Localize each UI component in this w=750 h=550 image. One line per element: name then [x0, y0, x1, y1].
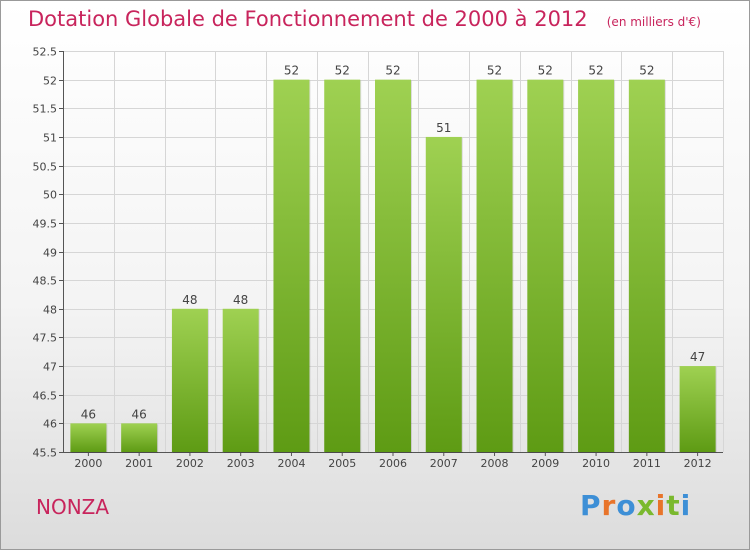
bar [375, 79, 411, 453]
x-tick-label: 2007 [430, 457, 458, 470]
y-tick-label: 48.5 [33, 275, 58, 288]
bar [273, 79, 310, 453]
logo-letter: t [666, 489, 681, 522]
bar [121, 423, 158, 452]
logo-letter: x [636, 489, 656, 522]
x-tick-label: 2006 [379, 457, 407, 470]
y-tick-label: 51 [43, 132, 57, 145]
data-label: 47 [690, 350, 705, 364]
bar [222, 308, 259, 452]
data-label: 52 [588, 64, 603, 78]
title-row: Dotation Globale de Fonctionnement de 20… [28, 7, 701, 31]
data-label: 52 [639, 64, 654, 78]
data-label: 52 [385, 64, 400, 78]
logo-letter: i [680, 489, 692, 522]
data-label: 52 [487, 64, 502, 78]
x-tick-label: 2011 [633, 457, 661, 470]
x-tick-label: 2010 [582, 457, 610, 470]
x-tick-label: 2009 [531, 457, 559, 470]
x-tick-label: 2012 [684, 457, 712, 470]
data-label: 51 [436, 121, 451, 135]
x-tick-label: 2000 [74, 457, 102, 470]
bar [171, 308, 208, 452]
bar [527, 79, 564, 453]
y-tick-label: 50 [43, 189, 57, 202]
y-tick-label: 47.5 [33, 332, 58, 345]
x-tick-label: 2002 [176, 457, 204, 470]
logo-letter: i [655, 489, 667, 522]
bar [70, 423, 107, 452]
logo-letter: o [616, 489, 637, 522]
bar [628, 79, 665, 453]
y-tick-label: 52.5 [33, 46, 58, 59]
x-tick-label: 2004 [277, 457, 305, 470]
data-label: 52 [335, 64, 350, 78]
chart-unit: (en milliers d'€) [606, 15, 701, 29]
bar [425, 136, 462, 452]
axes [59, 51, 723, 456]
data-label: 46 [132, 407, 147, 421]
logo-letter: r [601, 489, 617, 522]
y-tick-label: 46.5 [33, 390, 58, 403]
data-label: 48 [233, 293, 248, 307]
chart-title: Dotation Globale de Fonctionnement de 20… [28, 7, 588, 31]
bar [324, 79, 361, 453]
x-tick-label: 2008 [481, 457, 509, 470]
x-tick-label: 2005 [328, 457, 356, 470]
y-tick-label: 45.5 [33, 447, 58, 460]
place-name: NONZA [36, 495, 110, 519]
bar [578, 79, 615, 453]
labels: 45.5 46 46.5 47 47.5 48 48.5 49 49.5 50 50.5 51 51.5… [33, 46, 712, 471]
y-tick-label: 49 [43, 247, 57, 260]
data-label: 52 [538, 64, 553, 78]
y-tick-label: 51.5 [33, 103, 58, 116]
data-label: 48 [182, 293, 197, 307]
logo-letter: P [580, 489, 602, 522]
bars [70, 79, 717, 454]
data-label: 46 [81, 407, 96, 421]
bar [476, 79, 513, 453]
proxiti-logo: Proxiti [580, 489, 691, 522]
y-tick-label: 52 [43, 75, 57, 88]
x-tick-label: 2001 [125, 457, 153, 470]
y-tick-label: 46 [43, 418, 57, 431]
y-tick-label: 47 [43, 361, 57, 374]
data-label: 52 [284, 64, 299, 78]
x-tick-label: 2003 [227, 457, 255, 470]
y-tick-label: 48 [43, 304, 57, 317]
bar [679, 366, 716, 452]
y-tick-label: 50.5 [33, 161, 58, 174]
y-tick-label: 49.5 [33, 218, 58, 231]
